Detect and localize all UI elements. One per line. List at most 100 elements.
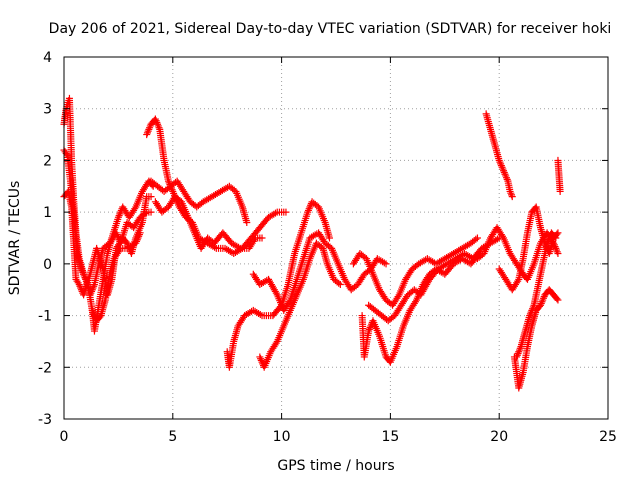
series-trace-8: [223, 198, 333, 371]
data-point: [76, 282, 84, 290]
series-trace-7: [151, 193, 266, 252]
data-point: [336, 281, 344, 289]
data-point: [257, 355, 265, 363]
data-point: [77, 284, 85, 292]
data-point: [133, 237, 141, 245]
data-point: [498, 232, 506, 240]
data-point: [515, 348, 523, 356]
data-point: [514, 349, 522, 357]
data-point: [304, 208, 312, 216]
y-tick-label: 0: [43, 257, 52, 273]
data-point: [272, 289, 280, 297]
data-point: [134, 234, 142, 242]
data-point: [152, 117, 160, 125]
series-trace-6: [147, 177, 251, 226]
data-point: [88, 306, 96, 314]
x-tick-label: 25: [599, 429, 617, 445]
data-point: [131, 205, 139, 213]
data-point: [243, 218, 251, 226]
data-point: [556, 187, 564, 195]
data-point: [135, 231, 143, 239]
data-point: [516, 344, 524, 352]
data-point: [146, 124, 154, 132]
data-point: [526, 310, 534, 318]
data-point: [154, 120, 162, 128]
series-trace-14: [482, 110, 516, 201]
data-point: [394, 293, 402, 301]
data-point: [258, 358, 266, 366]
series-trace-13: [365, 234, 503, 325]
data-point: [498, 163, 506, 171]
data-point: [133, 236, 141, 244]
data-point: [508, 193, 516, 201]
data-point: [529, 303, 537, 311]
data-point: [529, 305, 537, 313]
data-point: [497, 160, 505, 168]
data-point: [527, 308, 535, 316]
data-point: [382, 260, 390, 268]
data-point: [502, 174, 510, 182]
x-axis-ticks: 0 5 10 15 20 25: [60, 57, 617, 445]
data-point: [526, 312, 534, 320]
data-point: [86, 291, 94, 299]
data-point: [335, 279, 343, 287]
x-tick-label: 15: [381, 429, 399, 445]
y-axis-label: SDTVAR / TECUs: [7, 181, 23, 296]
data-point: [501, 170, 509, 178]
data-point: [553, 295, 561, 303]
series-trace-17: [510, 286, 562, 392]
series-trace-10: [249, 229, 390, 314]
data-point: [552, 234, 560, 242]
data-point: [116, 210, 124, 218]
data-point: [499, 165, 507, 173]
data-point: [87, 289, 95, 297]
y-tick-label: 4: [43, 50, 52, 66]
data-point: [473, 234, 481, 242]
chart-title: Day 206 of 2021, Sidereal Day-to-day VTE…: [49, 21, 612, 37]
data-point: [88, 286, 96, 294]
series-trace-19: [554, 156, 564, 195]
data-point: [88, 287, 96, 295]
data-point: [143, 131, 151, 139]
series-trace-11: [349, 234, 481, 309]
data-point: [113, 231, 121, 239]
data-point: [145, 125, 153, 133]
data-point: [250, 236, 258, 244]
data-point: [508, 191, 516, 199]
data-point: [496, 158, 504, 166]
data-point: [257, 356, 265, 364]
data-point: [136, 229, 144, 237]
data-point: [114, 232, 122, 240]
data-point: [132, 239, 140, 247]
data-point: [365, 325, 373, 333]
x-axis-label: GPS time / hours: [277, 458, 394, 474]
data-point: [304, 206, 312, 214]
data-point: [506, 187, 514, 195]
data-point: [325, 234, 333, 242]
y-tick-label: 3: [43, 102, 52, 118]
data-point: [135, 232, 143, 240]
data-point: [147, 193, 155, 201]
x-tick-label: 5: [168, 429, 177, 445]
data-point: [411, 298, 419, 306]
data-point: [155, 124, 163, 132]
data-point: [551, 233, 559, 241]
x-tick-label: 10: [273, 429, 291, 445]
data-point: [516, 346, 524, 354]
series-trace-9: [256, 239, 344, 371]
data-point: [305, 205, 313, 213]
data-point: [497, 162, 505, 170]
data-point: [306, 203, 314, 211]
series-trace-4: [88, 229, 144, 325]
y-tick-label: -2: [38, 360, 52, 376]
data-point: [272, 339, 280, 347]
data-point: [96, 313, 104, 321]
series-trace-5: [143, 115, 290, 258]
data-point: [537, 300, 545, 308]
data-point: [285, 298, 293, 306]
data-point: [77, 265, 85, 273]
data-point: [90, 282, 98, 290]
data-point: [539, 296, 547, 304]
data-point: [472, 235, 480, 243]
data-point: [258, 234, 266, 242]
